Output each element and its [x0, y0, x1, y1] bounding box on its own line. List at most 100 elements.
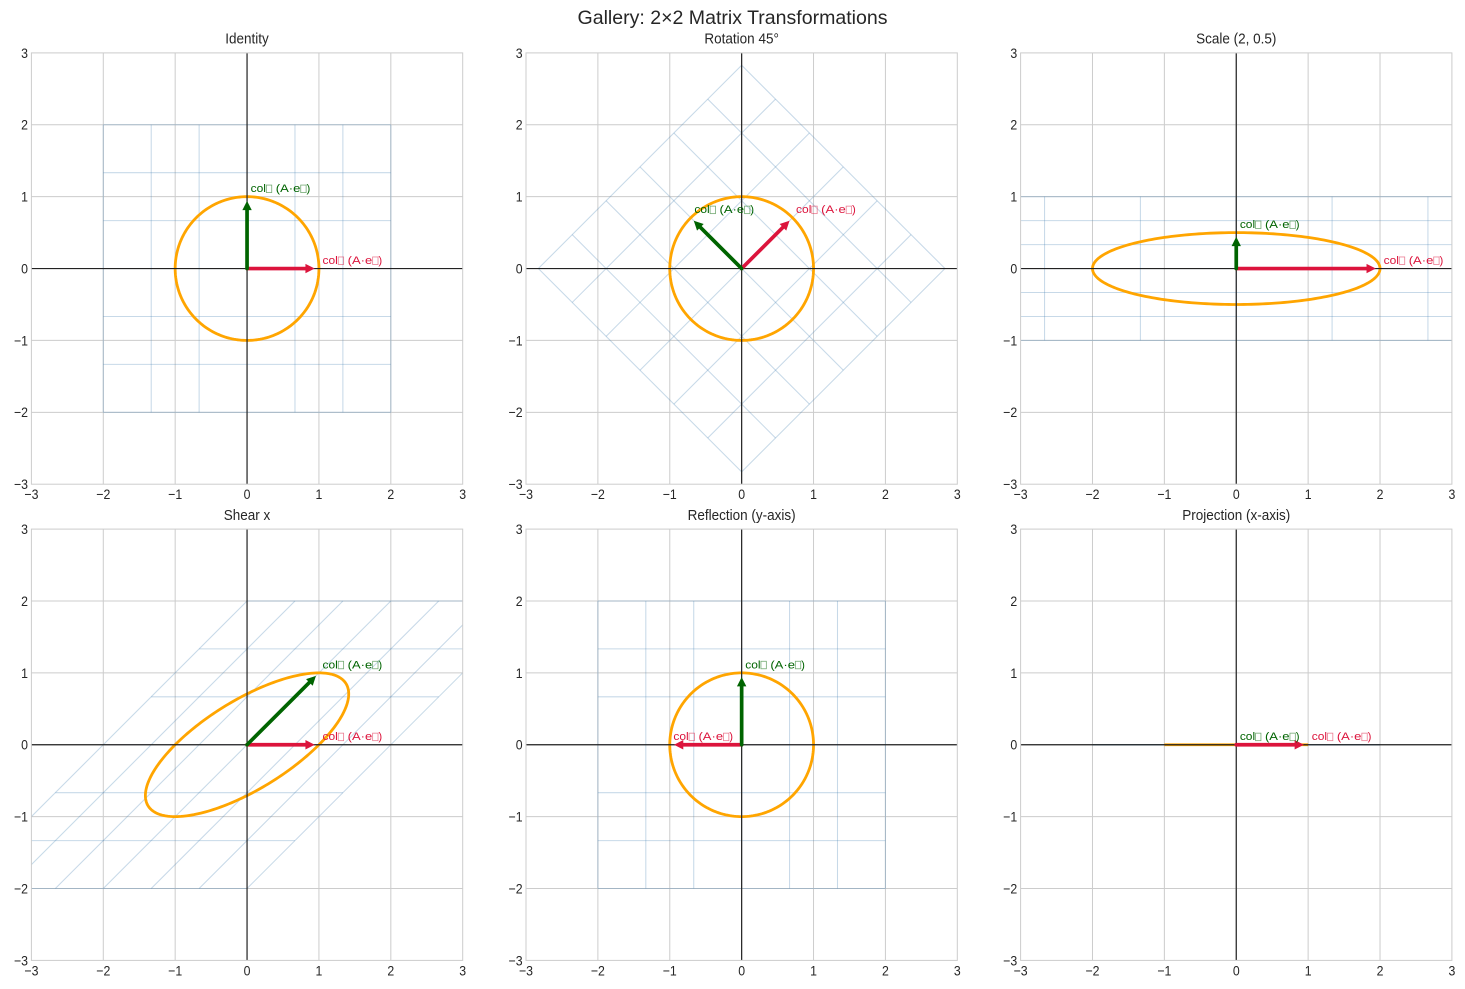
- svg-text:(A·e: (A·e: [695, 731, 723, 743]
- svg-text:0: 0: [1233, 962, 1240, 978]
- svg-text:−2: −2: [591, 962, 605, 978]
- svg-text:0: 0: [244, 486, 251, 502]
- svg-text:col: col: [694, 204, 709, 216]
- svg-text:−1: −1: [1157, 962, 1171, 978]
- svg-text:3: 3: [1010, 521, 1017, 537]
- svg-text:−1: −1: [663, 486, 677, 502]
- svg-text:−3: −3: [14, 952, 28, 968]
- svg-text:2: 2: [882, 962, 889, 978]
- svg-text:0: 0: [1233, 486, 1240, 502]
- svg-text:col: col: [673, 731, 688, 743]
- svg-text:Projection (x-axis): Projection (x-axis): [1182, 507, 1290, 524]
- svg-text:col: col: [323, 659, 338, 671]
- svg-text:0: 0: [21, 737, 28, 753]
- svg-text:): ): [1296, 731, 1300, 743]
- svg-text:(A·e: (A·e: [272, 183, 300, 195]
- svg-text:3: 3: [516, 521, 523, 537]
- svg-text:1: 1: [516, 665, 523, 681]
- svg-text:3: 3: [459, 962, 466, 978]
- svg-text:−3: −3: [1014, 486, 1028, 502]
- svg-text:3: 3: [21, 521, 28, 537]
- svg-text:0: 0: [1010, 260, 1017, 276]
- svg-text:(A·e: (A·e: [1261, 731, 1289, 743]
- svg-text:2: 2: [21, 593, 28, 609]
- svg-text:): ): [1440, 255, 1444, 267]
- svg-text:−1: −1: [168, 486, 182, 502]
- svg-text:0: 0: [738, 962, 745, 978]
- svg-text:0: 0: [516, 260, 523, 276]
- svg-text:): ): [729, 731, 733, 743]
- svg-text:−2: −2: [1085, 486, 1099, 502]
- svg-text:1: 1: [21, 189, 28, 205]
- svg-text:−3: −3: [1003, 952, 1017, 968]
- svg-text:2: 2: [1377, 962, 1384, 978]
- svg-text:3: 3: [21, 45, 28, 61]
- svg-text:−3: −3: [509, 952, 523, 968]
- svg-text:0: 0: [21, 260, 28, 276]
- svg-text:3: 3: [954, 486, 961, 502]
- svg-text:−3: −3: [509, 476, 523, 492]
- svg-text:1: 1: [1010, 189, 1017, 205]
- svg-text:): ): [1296, 219, 1300, 231]
- svg-text:1: 1: [516, 189, 523, 205]
- svg-text:−2: −2: [1003, 404, 1017, 420]
- svg-text:−3: −3: [24, 486, 38, 502]
- svg-text:2: 2: [387, 486, 394, 502]
- svg-text:(A·e: (A·e: [767, 659, 795, 671]
- svg-text:0: 0: [738, 486, 745, 502]
- svg-text:(A·e: (A·e: [1261, 219, 1289, 231]
- svg-text:0: 0: [244, 962, 251, 978]
- svg-text:): ): [378, 731, 382, 743]
- svg-text:−2: −2: [96, 962, 110, 978]
- svg-text:−3: −3: [1014, 962, 1028, 978]
- svg-text:−3: −3: [1003, 476, 1017, 492]
- svg-text:−3: −3: [14, 476, 28, 492]
- svg-text:3: 3: [459, 486, 466, 502]
- svg-text:0: 0: [516, 737, 523, 753]
- svg-text:Gallery: 2×2 Matrix Transforma: Gallery: 2×2 Matrix Transformations: [578, 7, 888, 29]
- svg-text:2: 2: [516, 117, 523, 133]
- svg-text:1: 1: [316, 962, 323, 978]
- svg-text:(A·e: (A·e: [1333, 731, 1361, 743]
- svg-text:0: 0: [1010, 737, 1017, 753]
- svg-text:2: 2: [1377, 486, 1384, 502]
- svg-text:2: 2: [1010, 117, 1017, 133]
- svg-text:col: col: [796, 204, 811, 216]
- svg-text:Identity: Identity: [225, 31, 269, 48]
- svg-text:3: 3: [1448, 486, 1455, 502]
- svg-text:−1: −1: [1003, 332, 1017, 348]
- svg-text:−1: −1: [509, 809, 523, 825]
- svg-text:col: col: [1240, 219, 1255, 231]
- svg-text:): ): [378, 659, 382, 671]
- svg-text:−1: −1: [168, 962, 182, 978]
- svg-text:−2: −2: [1085, 962, 1099, 978]
- svg-text:col: col: [1312, 731, 1327, 743]
- svg-text:Reflection (y-axis): Reflection (y-axis): [688, 507, 796, 524]
- svg-text:−3: −3: [519, 486, 533, 502]
- svg-text:1: 1: [1305, 486, 1312, 502]
- svg-text:−1: −1: [509, 332, 523, 348]
- svg-text:2: 2: [516, 593, 523, 609]
- svg-text:2: 2: [21, 117, 28, 133]
- svg-text:−1: −1: [14, 332, 28, 348]
- svg-text:−2: −2: [96, 486, 110, 502]
- svg-text:): ): [378, 255, 382, 267]
- svg-text:): ): [801, 659, 805, 671]
- svg-text:col: col: [323, 731, 338, 743]
- svg-text:Scale (2, 0.5): Scale (2, 0.5): [1196, 31, 1276, 48]
- svg-text:−1: −1: [1157, 486, 1171, 502]
- svg-text:col: col: [251, 183, 266, 195]
- svg-text:col: col: [1384, 255, 1399, 267]
- svg-text:(A·e: (A·e: [344, 731, 372, 743]
- svg-text:(A·e: (A·e: [344, 255, 372, 267]
- svg-text:(A·e: (A·e: [1405, 255, 1433, 267]
- svg-text:3: 3: [1010, 45, 1017, 61]
- svg-text:−1: −1: [14, 809, 28, 825]
- svg-text:(A·e: (A·e: [716, 204, 744, 216]
- svg-text:): ): [852, 204, 856, 216]
- svg-text:): ): [750, 204, 754, 216]
- svg-text:(A·e: (A·e: [344, 659, 372, 671]
- svg-text:−2: −2: [14, 404, 28, 420]
- svg-text:(A·e: (A·e: [818, 204, 846, 216]
- svg-text:−3: −3: [24, 962, 38, 978]
